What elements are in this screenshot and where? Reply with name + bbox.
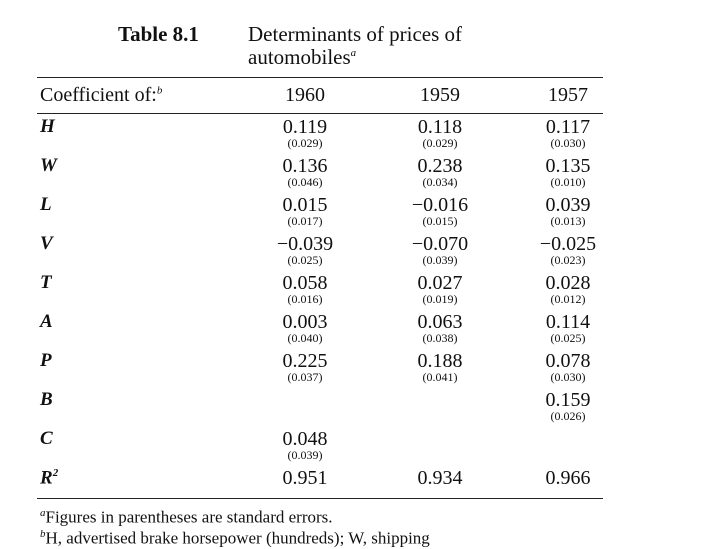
row-label: W [40, 155, 57, 177]
row-label: V [40, 233, 53, 255]
coefficient: 0.117 [545, 116, 591, 138]
table-title-2: automobilesa [248, 45, 356, 70]
coefficient: 0.135 [545, 155, 591, 177]
standard-error: (0.034) [422, 175, 458, 189]
row-label: P [40, 350, 52, 372]
standard-error: (0.025) [287, 253, 323, 267]
table-title: Determinants of prices of [248, 22, 463, 46]
standard-error: (0.040) [287, 331, 323, 345]
coefficient: 0.136 [282, 155, 328, 177]
standard-error: (0.030) [550, 136, 586, 150]
coefficient: 0.058 [282, 272, 328, 294]
standard-error: (0.017) [287, 214, 323, 228]
coefficient: −0.016 [411, 194, 469, 216]
standard-error: (0.038) [422, 331, 458, 345]
column-header: 1957 [548, 84, 588, 106]
row-label: R2 [40, 467, 58, 489]
coefficient: 0.966 [545, 467, 591, 489]
row-label-text: R [40, 467, 53, 489]
coefficient: 0.188 [417, 350, 463, 372]
coefficient: 0.027 [417, 272, 463, 294]
standard-error: (0.029) [287, 136, 323, 150]
row-label: A [40, 311, 53, 333]
standard-error: (0.015) [422, 214, 458, 228]
coefficient: 0.003 [282, 311, 328, 333]
note-mark: a [350, 47, 357, 59]
standard-error: (0.029) [422, 136, 458, 150]
coefficient: −0.070 [411, 233, 469, 255]
standard-error: (0.039) [287, 448, 323, 462]
coefficient: −0.039 [276, 233, 334, 255]
coefficient: 0.119 [282, 116, 328, 138]
coefficient: 0.048 [282, 428, 328, 450]
coefficient: 0.078 [545, 350, 591, 372]
row-label-text: B [40, 389, 53, 410]
note-mark: b [156, 84, 163, 97]
coefficient: 0.039 [545, 194, 591, 216]
row-label-text: W [40, 155, 57, 176]
coefficient: 0.225 [282, 350, 328, 372]
column-header: 1959 [420, 84, 460, 106]
row-label-sup: 2 [52, 467, 59, 479]
coefficient: 0.238 [417, 155, 463, 177]
standard-error: (0.016) [287, 292, 323, 306]
row-label-text: C [40, 428, 53, 449]
top-rule [37, 77, 603, 78]
row-label: T [40, 272, 52, 294]
standard-error: (0.019) [422, 292, 458, 306]
row-label: H [40, 116, 55, 138]
row-label-text: P [40, 350, 52, 371]
title-text: automobiles [248, 45, 351, 69]
coefficient: −0.025 [539, 233, 597, 255]
column-header: 1960 [285, 84, 325, 106]
header-text: Coefficient of: [40, 84, 157, 106]
row-label: C [40, 428, 53, 450]
coefficient: 0.159 [545, 389, 591, 411]
standard-error: (0.041) [422, 370, 458, 384]
standard-error: (0.023) [550, 253, 586, 267]
footnote: aFigures in parentheses are standard err… [40, 507, 333, 528]
standard-error: (0.026) [550, 409, 586, 423]
standard-error: (0.039) [422, 253, 458, 267]
standard-error: (0.037) [287, 370, 323, 384]
footnote: bH, advertised brake horsepower (hundred… [40, 528, 430, 549]
row-label-text: L [40, 194, 52, 215]
row-label: L [40, 194, 52, 216]
row-label-text: A [40, 311, 53, 332]
header-label: Coefficient of:b [40, 84, 162, 107]
header-rule [37, 113, 603, 114]
row-label-text: V [40, 233, 53, 254]
footnote-text: Figures in parentheses are standard erro… [45, 507, 333, 527]
standard-error: (0.046) [287, 175, 323, 189]
bottom-rule [37, 498, 603, 499]
footnote-mark: a [40, 507, 46, 519]
standard-error: (0.025) [550, 331, 586, 345]
coefficient: 0.934 [417, 467, 463, 489]
standard-error: (0.030) [550, 370, 586, 384]
coefficient: 0.015 [282, 194, 328, 216]
coefficient: 0.063 [417, 311, 463, 333]
coefficient: 0.951 [282, 467, 328, 489]
row-label: B [40, 389, 53, 411]
standard-error: (0.013) [550, 214, 586, 228]
row-label-text: H [40, 116, 55, 137]
table-number: Table 8.1 [118, 22, 199, 46]
coefficient: 0.028 [545, 272, 591, 294]
row-label-text: T [40, 272, 52, 293]
standard-error: (0.012) [550, 292, 586, 306]
footnote-mark: b [40, 528, 46, 540]
standard-error: (0.010) [550, 175, 586, 189]
footnote-text: H, advertised brake horsepower (hundreds… [45, 528, 430, 548]
coefficient: 0.118 [417, 116, 463, 138]
coefficient: 0.114 [545, 311, 591, 333]
